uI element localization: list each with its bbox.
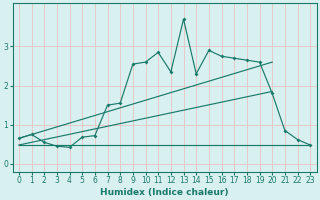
X-axis label: Humidex (Indice chaleur): Humidex (Indice chaleur) bbox=[100, 188, 229, 197]
